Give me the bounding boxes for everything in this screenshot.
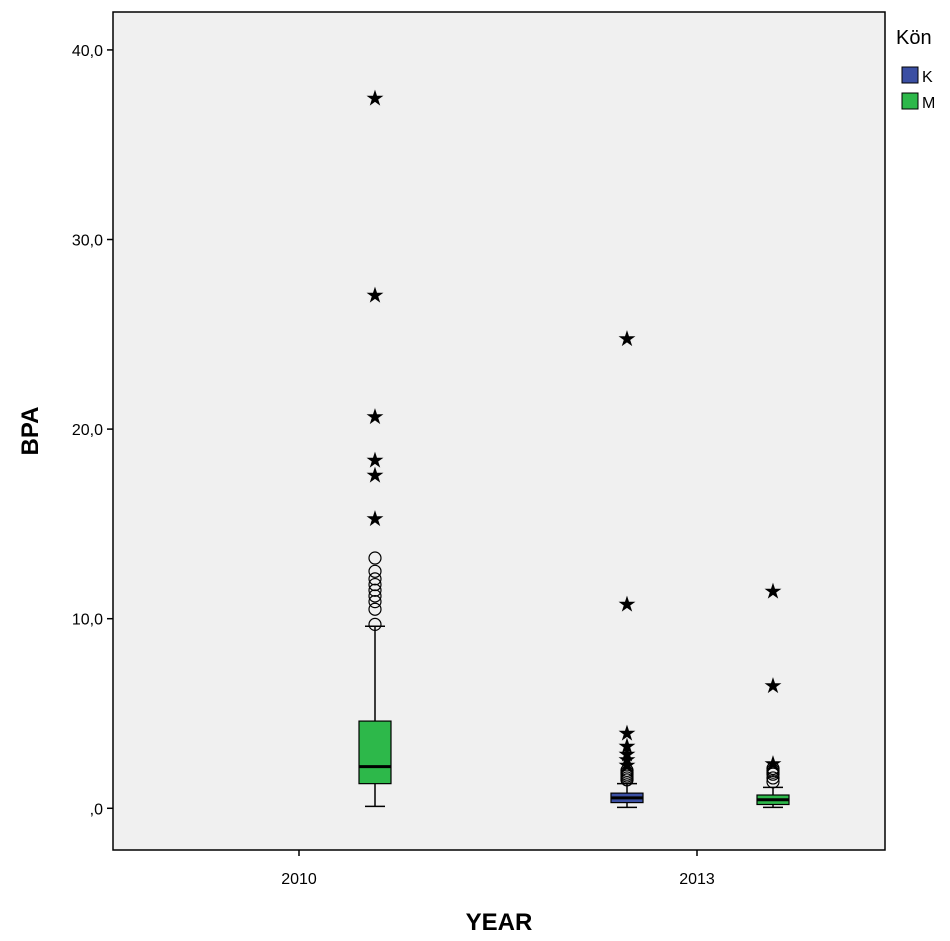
chart-marks: ★★★★★★★★★★★★★★★★ (358, 86, 790, 809)
extreme-point: ★ (763, 674, 783, 699)
outlier-point (368, 602, 382, 616)
y-tick-label: 40,0 (72, 43, 103, 60)
outlier-point (368, 589, 382, 603)
x-tick-label: 2010 (281, 871, 317, 888)
outlier-point (620, 763, 634, 777)
outlier-point (368, 617, 382, 631)
extreme-point: ★ (617, 735, 637, 760)
y-axis-title: BPA (17, 407, 44, 456)
extreme-point: ★ (365, 448, 385, 473)
legend: Kön K M (896, 27, 935, 112)
box-2010-m: ★★★★★★ (358, 86, 392, 808)
extreme-point: ★ (617, 721, 637, 746)
legend-label-k: K (922, 69, 933, 86)
y-tick-label: 30,0 (72, 233, 103, 250)
box-2013-m: ★ ★ ★ (756, 579, 790, 809)
extreme-point: ★ (763, 579, 783, 604)
extreme-point: ★ (617, 593, 637, 618)
box-2013-k: ★★★★★★★ (610, 327, 644, 809)
extreme-point: ★ (365, 464, 385, 489)
extreme-point: ★ (365, 507, 385, 532)
x-tick-label: 2013 (679, 871, 715, 888)
legend-swatch-m (901, 92, 919, 110)
extreme-point: ★ (617, 327, 637, 352)
extreme-point: ★ (617, 748, 637, 773)
box-iqr (358, 720, 392, 785)
outlier-point (368, 564, 382, 578)
legend-label-m: M (922, 95, 935, 112)
extreme-point: ★ (365, 405, 385, 430)
y-tick-label: ,0 (90, 801, 103, 818)
outlier-point (766, 775, 780, 789)
y-tick-label: 10,0 (72, 612, 103, 629)
outlier-point (766, 761, 780, 776)
x-axis-title: YEAR (466, 909, 533, 936)
legend-swatch-k (901, 66, 919, 84)
outlier-point (766, 771, 780, 785)
outlier-point (368, 572, 382, 586)
extreme-point: ★ (365, 283, 385, 308)
outlier-point (368, 577, 382, 592)
outlier-point (368, 583, 382, 597)
y-tick-label: 20,0 (72, 422, 103, 439)
outlier-point (368, 595, 382, 609)
extreme-point: ★ (365, 86, 385, 111)
outlier-point (368, 551, 382, 565)
plot-area (112, 11, 886, 851)
extreme-point: ★ (763, 752, 783, 777)
extreme-point: ★ (617, 742, 637, 767)
extreme-point: ★ (617, 754, 637, 779)
legend-title: Kön (896, 27, 932, 49)
